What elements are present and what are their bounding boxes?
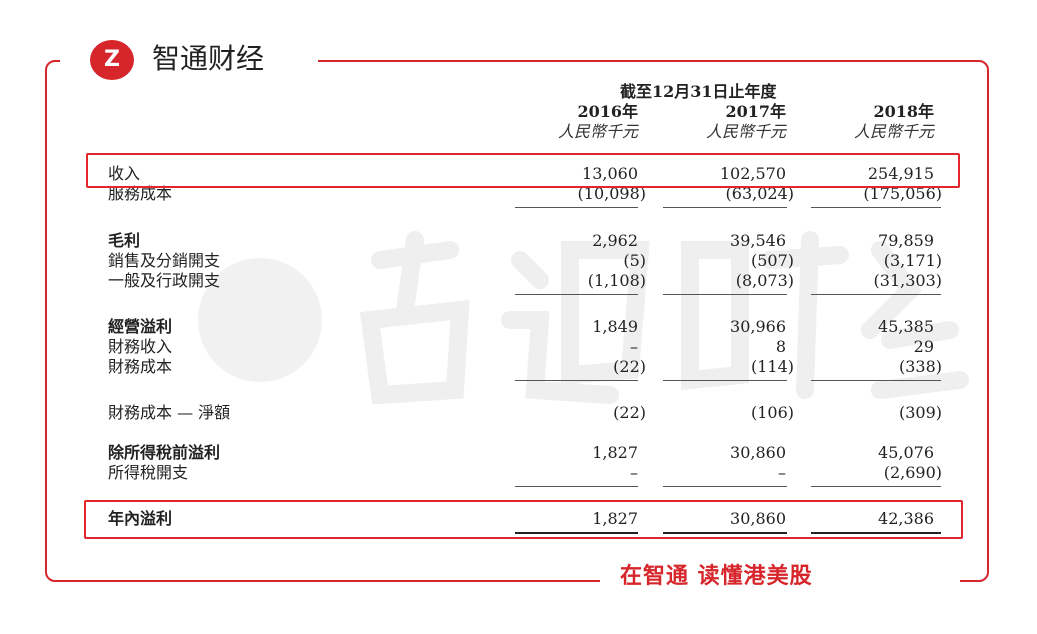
row-value: (1,108)	[587, 271, 646, 290]
subtotal-underline	[811, 207, 941, 208]
row-value: –	[630, 337, 638, 356]
row-value: (10,098)	[577, 184, 646, 203]
subtotal-underline	[663, 207, 787, 208]
row-value: 1,827	[592, 509, 638, 528]
row-value: 30,860	[730, 443, 786, 462]
row-value: 2,962	[592, 231, 638, 250]
subtotal-underline	[663, 294, 787, 295]
subtotal-underline	[811, 486, 941, 487]
row-value: 13,060	[582, 164, 638, 183]
row-value: (22)	[613, 357, 646, 376]
row-value: (31,303)	[873, 271, 942, 290]
row-value: (5)	[623, 251, 646, 270]
row-value: 254,915	[867, 164, 934, 183]
column-unit: 人民幣千元	[705, 122, 786, 141]
row-label: 銷售及分銷開支	[108, 251, 221, 270]
watermark-graphic	[198, 231, 969, 405]
row-value: 29	[913, 337, 934, 356]
row-value: (22)	[613, 403, 646, 422]
subtotal-underline	[515, 380, 638, 381]
row-value: 45,385	[878, 317, 934, 336]
row-value: 8	[775, 337, 786, 356]
column-year: 2018年	[873, 102, 934, 121]
column-year: 2017年	[725, 102, 786, 121]
row-value: 79,859	[878, 231, 934, 250]
row-value: 42,386	[878, 509, 934, 528]
subtotal-underline	[811, 294, 941, 295]
subtotal-underline	[515, 294, 638, 295]
row-label: 經營溢利	[108, 317, 173, 336]
subtotal-underline	[515, 486, 638, 487]
column-unit: 人民幣千元	[557, 122, 638, 141]
row-value: 30,860	[730, 509, 786, 528]
row-label: 一般及行政開支	[108, 271, 221, 290]
row-value: (3,171)	[883, 251, 942, 270]
row-value: (338)	[898, 357, 942, 376]
row-label: 財務成本 — 淨額	[108, 403, 231, 422]
row-value: 39,546	[730, 231, 786, 250]
row-value: (106)	[750, 403, 794, 422]
row-value: (8,073)	[735, 271, 794, 290]
row-label: 年內溢利	[108, 509, 173, 528]
row-value: –	[778, 463, 786, 482]
subtotal-underline	[663, 380, 787, 381]
subtotal-underline	[811, 380, 941, 381]
red-frame	[45, 60, 989, 582]
subtotal-underline	[663, 486, 787, 487]
row-label: 服務成本	[108, 184, 173, 203]
subtotal-underline	[515, 207, 638, 208]
row-label: 毛利	[108, 231, 141, 250]
row-label: 所得稅開支	[108, 463, 189, 482]
row-label: 財務成本	[108, 357, 173, 376]
row-label: 財務收入	[108, 337, 173, 356]
highlight-box-profit	[84, 500, 963, 539]
column-unit: 人民幣千元	[853, 122, 934, 141]
row-value: (175,056)	[863, 184, 942, 203]
row-value: 30,966	[730, 317, 786, 336]
row-value: –	[630, 463, 638, 482]
row-value: (309)	[898, 403, 942, 422]
brand-name: 智通财经	[152, 42, 265, 75]
row-value: 45,076	[878, 443, 934, 462]
column-year: 2016年	[577, 102, 638, 121]
brand-slogan: 在智通 读懂港美股	[620, 564, 813, 589]
row-value: (114)	[750, 357, 794, 376]
row-value: 1,849	[592, 317, 638, 336]
row-value: (507)	[750, 251, 794, 270]
highlight-box-revenue	[86, 153, 960, 188]
row-value: 1,827	[592, 443, 638, 462]
row-value: (63,024)	[725, 184, 794, 203]
brand-logo-icon: Z	[90, 40, 134, 80]
row-value: (2,690)	[883, 463, 942, 482]
row-label: 除所得稅前溢利	[108, 443, 221, 462]
period-header: 截至12月31日止年度	[620, 82, 777, 101]
row-label: 收入	[108, 164, 141, 183]
row-value: 102,570	[719, 164, 786, 183]
